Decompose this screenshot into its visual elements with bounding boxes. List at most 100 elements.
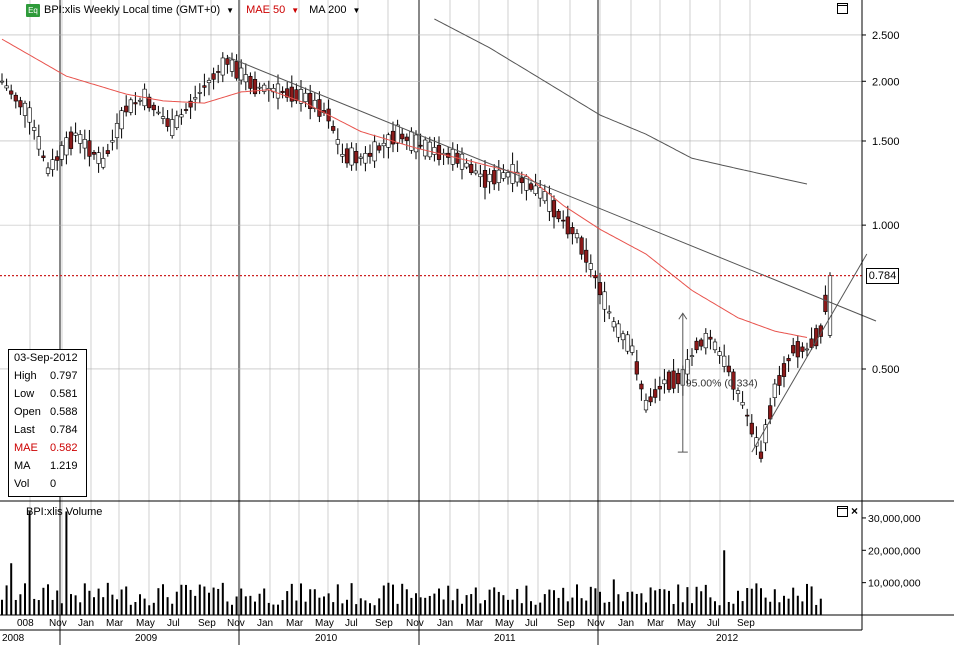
volume-bar: [608, 601, 611, 615]
candle-body: [87, 140, 92, 157]
candle-body: [643, 400, 649, 411]
legend-value: 0.582: [50, 442, 78, 454]
indicator-mae[interactable]: MAE 50: [246, 4, 286, 16]
candle-body: [45, 167, 51, 174]
candle-body: [386, 134, 391, 148]
volume-bar: [511, 599, 514, 615]
volume-bar: [286, 591, 289, 615]
candle-body: [239, 67, 244, 81]
volume-bar: [539, 602, 542, 615]
indicator-ma[interactable]: MA 200: [309, 4, 347, 16]
candle-body: [68, 131, 74, 149]
chevron-down-icon[interactable]: ▼: [226, 5, 235, 15]
volume-bar: [543, 594, 546, 615]
volume-bar: [5, 585, 8, 615]
volume-bar: [405, 589, 408, 615]
volume-bar: [649, 587, 652, 615]
candle-body: [413, 134, 419, 153]
candle-body: [262, 84, 267, 92]
volume-bar: [695, 586, 698, 615]
volume-bar: [346, 599, 348, 615]
volume-tick-label: 10,000,000: [868, 578, 921, 590]
volume-bar: [718, 605, 721, 615]
chevron-down-icon[interactable]: ▼: [291, 5, 300, 15]
volume-bar: [267, 602, 270, 615]
candle-body: [464, 162, 469, 168]
volume-bar: [691, 603, 693, 615]
volume-bar: [594, 588, 597, 615]
month-tick-label: 008: [17, 618, 34, 629]
equity-icon[interactable]: Eq: [26, 3, 40, 17]
candle-body: [791, 345, 796, 354]
candle-body: [597, 282, 603, 296]
legend-label: Open: [14, 406, 41, 418]
volume-bar: [415, 593, 417, 615]
legend-value: 0.797: [50, 370, 78, 382]
volume-tick-label: 20,000,000: [868, 545, 921, 557]
candle-body: [777, 375, 782, 386]
month-tick-label: Sep: [737, 618, 755, 629]
candle-body: [492, 170, 497, 185]
year-tick-label: 2011: [494, 633, 516, 644]
volume-bar: [746, 588, 749, 615]
candle-body: [574, 233, 580, 239]
volume-bar: [709, 597, 712, 615]
chevron-down-icon[interactable]: ▼: [352, 5, 361, 15]
volume-bar: [396, 603, 399, 615]
chart-title[interactable]: BPI:xlis Weekly Local time (GMT+0): [44, 4, 221, 16]
volume-bar: [33, 598, 36, 615]
candle-body: [22, 102, 28, 116]
candle-body: [795, 341, 800, 358]
candle-body: [735, 390, 741, 394]
candle-body: [156, 111, 161, 114]
candle-body: [147, 96, 152, 109]
candle-body: [611, 321, 616, 328]
volume-bar: [208, 592, 210, 615]
candle-body: [809, 338, 814, 348]
month-tick-label: Jul: [345, 618, 358, 629]
volume-bar: [727, 601, 730, 615]
candle-body: [404, 136, 409, 141]
legend-value: 0.581: [50, 388, 78, 400]
candle-body: [671, 370, 676, 389]
candle-body: [432, 147, 437, 155]
volume-bar: [318, 597, 321, 615]
volume-bar: [571, 597, 574, 615]
candle-body: [487, 173, 492, 183]
volume-bar: [801, 601, 804, 615]
volume-bar: [622, 601, 624, 615]
volume-bar: [382, 585, 385, 615]
month-tick-label: Nov: [587, 618, 605, 629]
candle-body: [27, 107, 32, 123]
close-icon[interactable]: ×: [851, 504, 859, 518]
candle-body: [763, 424, 768, 444]
volume-bar: [313, 589, 316, 615]
month-tick-label: May: [136, 618, 155, 629]
candle-body: [275, 83, 281, 99]
month-tick-label: Sep: [557, 618, 575, 629]
month-tick-label: Jan: [618, 618, 634, 629]
month-tick-label: Mar: [647, 618, 665, 629]
month-tick-label: Nov: [227, 618, 245, 629]
maximize-icon[interactable]: [837, 506, 848, 517]
volume-bar: [714, 601, 716, 615]
volume-bar: [24, 583, 26, 615]
volume-bar: [806, 583, 808, 615]
candle-body: [662, 379, 667, 385]
volume-bar: [281, 600, 284, 615]
volume-bar: [139, 594, 141, 615]
candle-body: [257, 86, 262, 89]
candle-body: [285, 88, 290, 98]
month-tick-label: Jul: [707, 618, 720, 629]
maximize-icon[interactable]: [837, 3, 848, 14]
candle-body: [193, 97, 198, 100]
candle-body: [55, 156, 60, 161]
volume-bar: [254, 601, 256, 615]
month-tick-label: May: [677, 618, 696, 629]
year-tick-label: 2012: [716, 633, 739, 644]
candle-body: [648, 396, 653, 403]
volume-bar: [654, 590, 657, 615]
volume-bar: [203, 586, 206, 615]
candle-body: [694, 340, 699, 351]
